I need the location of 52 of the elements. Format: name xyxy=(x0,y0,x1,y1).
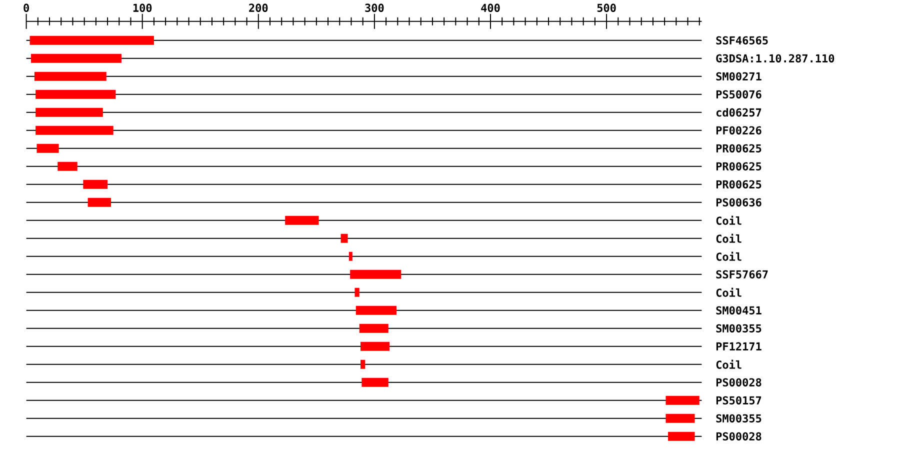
y-tick-label: SM00355 xyxy=(716,414,762,422)
y-tick-label: PR00625 xyxy=(716,180,762,188)
y-tick-label: Coil xyxy=(716,288,742,297)
bar xyxy=(36,126,114,135)
bar xyxy=(30,54,122,63)
x-tick-label: 0 xyxy=(24,4,29,12)
bar xyxy=(668,432,695,441)
x-tick-label: 100 xyxy=(133,4,152,12)
y-tick-label: PF00226 xyxy=(716,126,762,134)
bar xyxy=(58,162,78,171)
y-tick-label: PS00028 xyxy=(716,378,762,386)
y-tick-label: Coil xyxy=(716,360,742,369)
bar xyxy=(354,288,360,297)
bar xyxy=(350,270,402,279)
bar xyxy=(30,36,154,45)
y-tick-label: SM00271 xyxy=(716,72,762,80)
y-tick-label: PS00636 xyxy=(716,198,762,206)
y-tick-label: SSF57667 xyxy=(716,270,768,278)
y-tick-label: PS50157 xyxy=(716,396,762,404)
bar xyxy=(36,90,116,99)
bar xyxy=(666,414,695,423)
bar xyxy=(83,180,108,189)
bar xyxy=(348,252,352,261)
y-tick-label: cd06257 xyxy=(716,108,762,116)
y-tick-label: Coil xyxy=(716,252,742,261)
x-tick-label: 400 xyxy=(481,4,500,12)
x-tick-label: 300 xyxy=(365,4,384,12)
y-tick-label: G3DSA:1.10.287.110 xyxy=(716,54,834,62)
x-tick-label: 500 xyxy=(597,4,616,12)
y-tick-label: SM00451 xyxy=(716,306,762,314)
y-tick-label: PR00625 xyxy=(716,162,762,170)
bar xyxy=(360,342,390,351)
y-tick-label: PR00625 xyxy=(716,144,762,152)
x-tick-label: 200 xyxy=(249,4,268,12)
y-tick-label: PF12171 xyxy=(716,342,762,350)
bar xyxy=(359,324,388,333)
bar xyxy=(34,72,106,81)
bar xyxy=(36,144,59,153)
bar xyxy=(356,306,396,315)
y-tick-label: PS00028 xyxy=(716,432,762,440)
bar xyxy=(285,216,319,225)
y-tick-label: SM00355 xyxy=(716,324,762,332)
bar xyxy=(360,360,366,369)
bar xyxy=(666,396,700,405)
y-tick-label: PS50076 xyxy=(716,90,762,98)
bar xyxy=(36,108,103,117)
bar xyxy=(88,198,112,207)
bar xyxy=(340,234,348,243)
bar xyxy=(362,378,388,387)
y-tick-label: Coil xyxy=(716,216,742,225)
y-tick-label: Coil xyxy=(716,234,742,243)
y-tick-label: SSF46565 xyxy=(716,36,768,44)
